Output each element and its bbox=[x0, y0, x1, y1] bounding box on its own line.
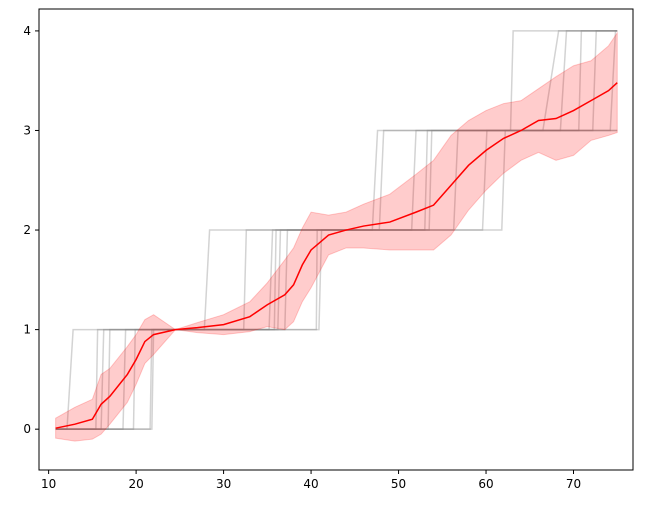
std-band bbox=[55, 31, 618, 442]
y-tick-label: 1 bbox=[23, 323, 31, 337]
sample-line bbox=[55, 30, 618, 430]
sample-line bbox=[55, 30, 618, 430]
sample-line bbox=[55, 30, 618, 430]
y-tick-label: 0 bbox=[23, 422, 31, 436]
sample-line bbox=[55, 129, 618, 430]
x-tick-label: 40 bbox=[303, 477, 318, 491]
plot-frame bbox=[38, 8, 634, 471]
mean-line bbox=[55, 82, 618, 429]
y-tick-label: 4 bbox=[23, 24, 31, 38]
sample-line bbox=[55, 30, 618, 430]
x-tick-label: 50 bbox=[391, 477, 406, 491]
sample-line bbox=[55, 129, 618, 430]
y-tick-label: 3 bbox=[23, 123, 31, 137]
x-tick-label: 10 bbox=[41, 477, 56, 491]
sample-line bbox=[55, 30, 618, 430]
x-tick-label: 60 bbox=[478, 477, 493, 491]
x-tick-label: 30 bbox=[216, 477, 231, 491]
x-tick-label: 70 bbox=[566, 477, 581, 491]
x-tick-label: 20 bbox=[128, 477, 143, 491]
y-tick-label: 2 bbox=[23, 223, 31, 237]
